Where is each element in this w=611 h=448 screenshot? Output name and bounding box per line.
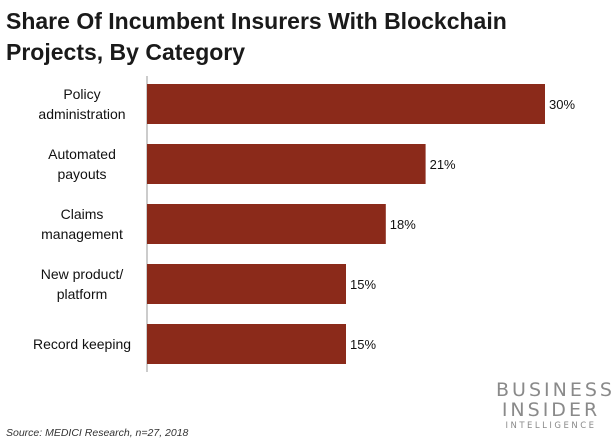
data-label-2: 18% — [390, 217, 416, 232]
bar-4 — [147, 324, 346, 364]
bar-0 — [147, 84, 545, 124]
category-label-2: Claims management — [41, 206, 123, 242]
category-label-4: Record keeping — [33, 336, 131, 352]
category-label-1: Automated payouts — [48, 146, 116, 182]
category-label-0: Policy administration — [38, 86, 125, 122]
logo-line-insider: INSIDER — [501, 399, 601, 421]
category-label-3: New product/platform — [41, 266, 124, 302]
business-insider-logo: BUSINESS INSIDER INTELLIGENCE — [496, 379, 611, 432]
chart-title: Share Of Incumbent Insurers With Blockch… — [6, 8, 507, 65]
source-note: Source: MEDICI Research, n=27, 2018 — [6, 427, 189, 439]
bar-3 — [147, 264, 346, 304]
data-label-0: 30% — [549, 97, 575, 112]
logo-line-business: BUSINESS — [496, 379, 611, 401]
logo-line-intelligence: INTELLIGENCE — [505, 421, 597, 431]
data-label-3: 15% — [350, 277, 376, 292]
data-label-1: 21% — [430, 157, 456, 172]
data-label-4: 15% — [350, 337, 376, 352]
bar-2 — [147, 204, 386, 244]
bar-1 — [147, 144, 426, 184]
